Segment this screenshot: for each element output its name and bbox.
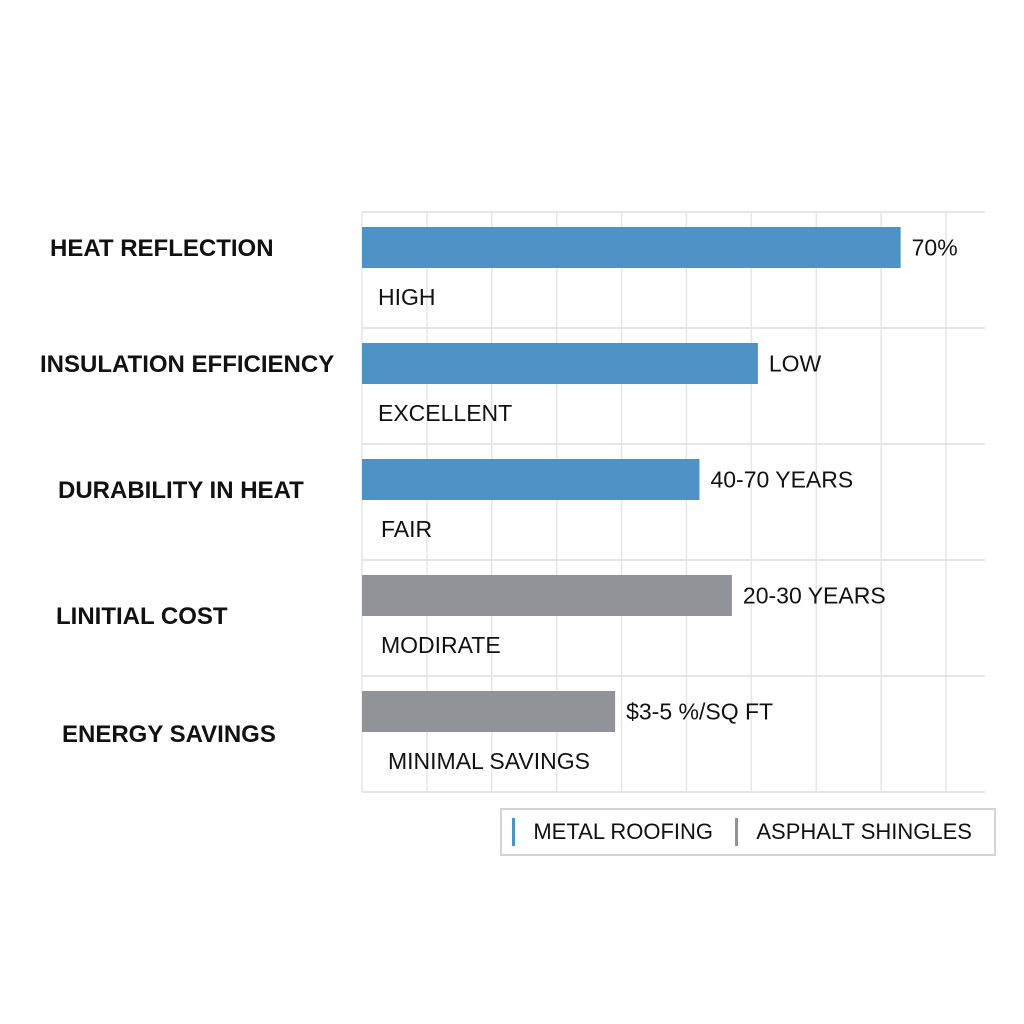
sub-label: MODIRATE bbox=[381, 632, 501, 658]
value-label: 20-30 YEARS bbox=[743, 583, 886, 609]
category-label: LINITIAL COST bbox=[56, 603, 228, 630]
bar bbox=[362, 691, 616, 732]
bar bbox=[362, 575, 732, 616]
value-label: LOW bbox=[769, 351, 822, 377]
bar bbox=[362, 343, 758, 384]
bar bbox=[362, 227, 901, 268]
legend-swatch-metal-roofing bbox=[512, 818, 516, 846]
sub-label: FAIR bbox=[381, 516, 432, 542]
value-label: 40-70 YEARS bbox=[710, 467, 853, 493]
legend-label-metal-roofing: METAL ROOFING bbox=[533, 819, 714, 844]
value-label: $3-5 %/SQ FT bbox=[626, 699, 773, 725]
legend: METAL ROOFING ASPHALT SHINGLES bbox=[500, 808, 996, 856]
value-label: 70% bbox=[912, 235, 958, 261]
sub-label: MINIMAL SAVINGS bbox=[388, 748, 590, 774]
legend-swatch-asphalt-shingles bbox=[735, 818, 739, 846]
category-label: ENERGY SAVINGS bbox=[62, 721, 276, 748]
category-label: DURABILITY IN HEAT bbox=[58, 477, 304, 504]
sub-label: HIGH bbox=[378, 284, 436, 310]
category-label: HEAT REFLECTION bbox=[50, 235, 274, 262]
bar bbox=[362, 459, 700, 500]
legend-label-asphalt-shingles: ASPHALT SHINGLES bbox=[756, 819, 972, 844]
category-label: INSULATION EFFICIENCY bbox=[40, 351, 335, 378]
sub-label: EXCELLENT bbox=[378, 400, 512, 426]
